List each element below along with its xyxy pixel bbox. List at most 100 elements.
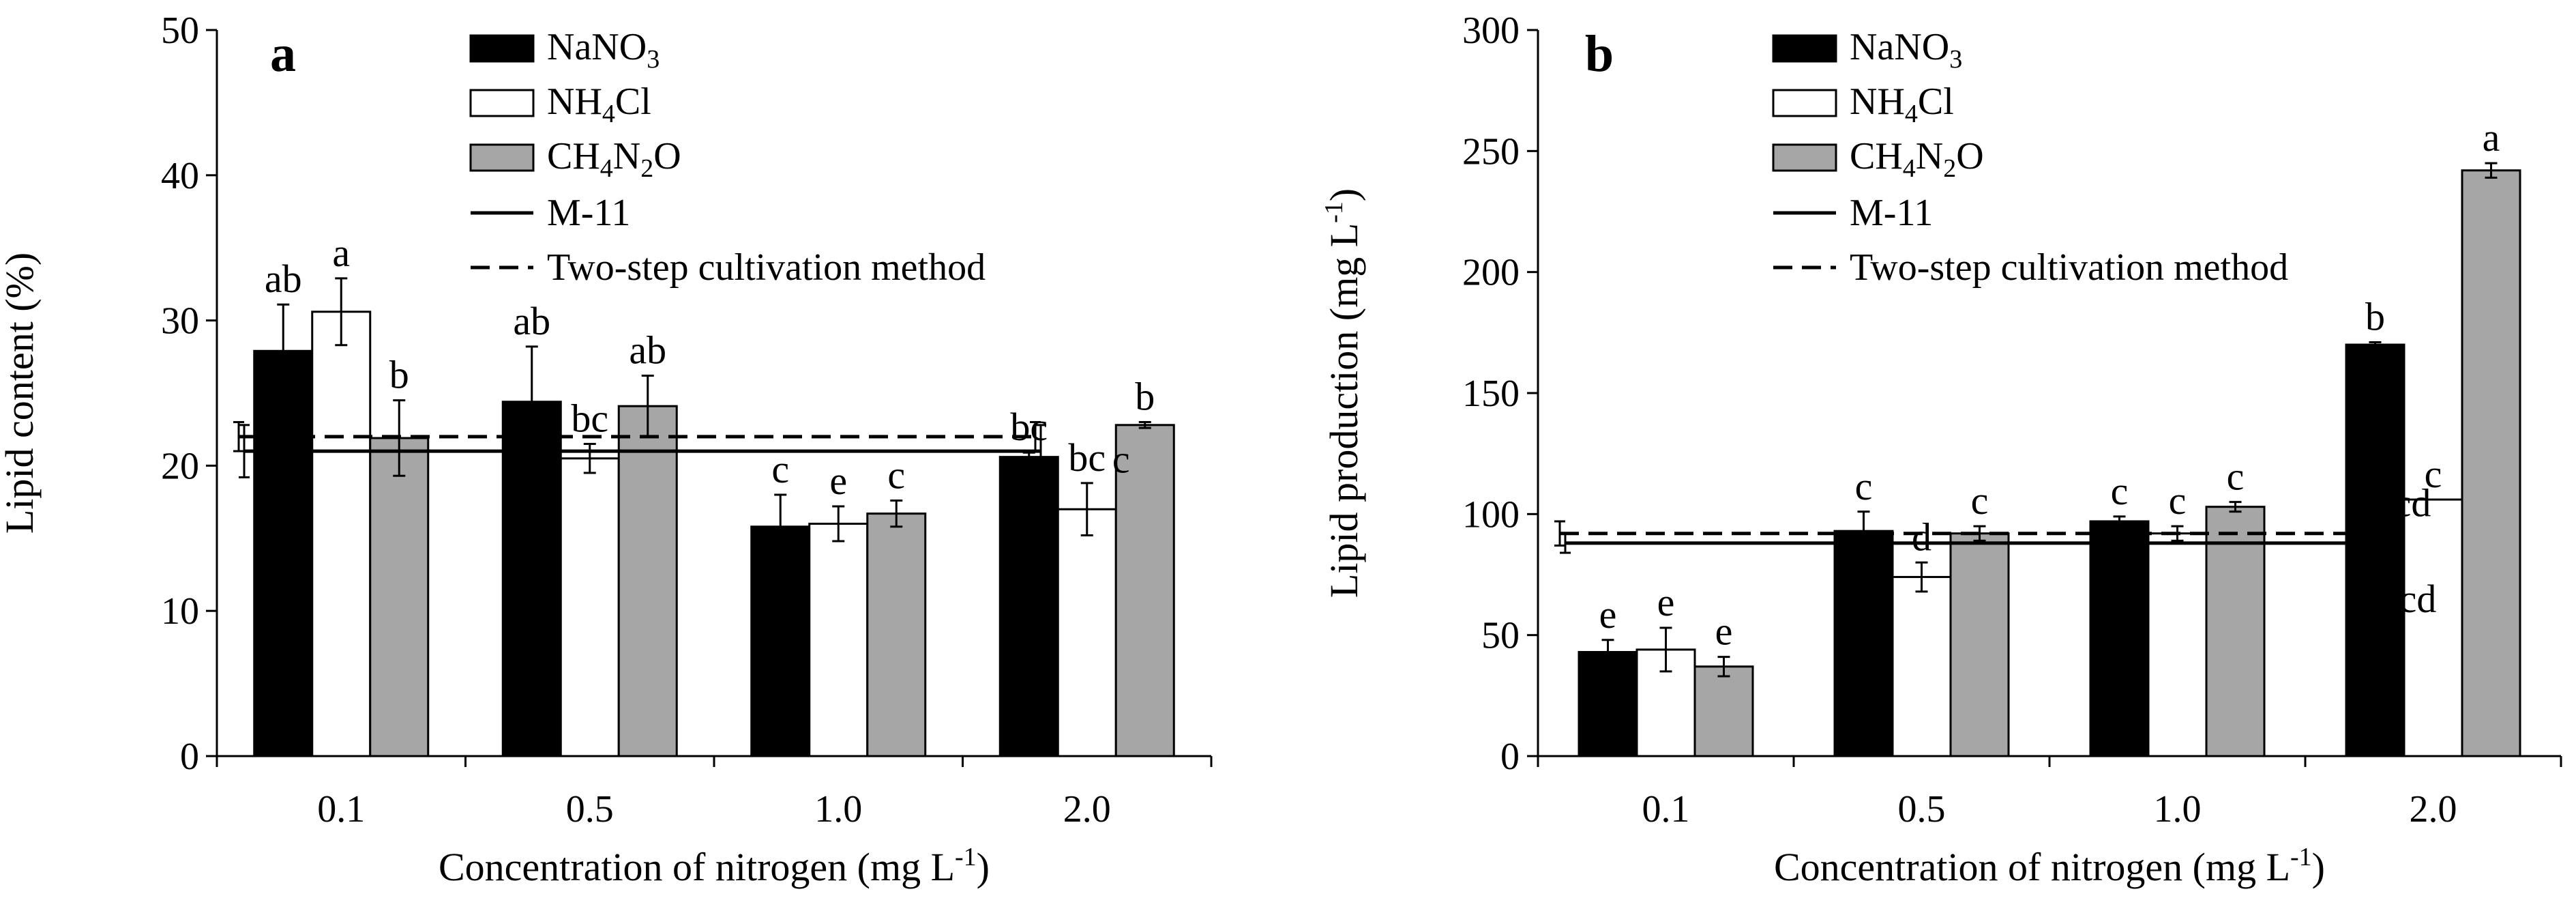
legend-swatch	[469, 34, 535, 63]
data-label: b	[1135, 375, 1155, 419]
bar	[1056, 508, 1117, 757]
panel-label: b	[1585, 25, 1614, 83]
data-label: c	[771, 447, 789, 491]
legend-label-sub: 2	[1943, 154, 1956, 183]
data-label: c	[887, 452, 905, 497]
y-axis-label-end: )	[1322, 188, 1366, 201]
legend-label-main: NaNO	[547, 26, 647, 68]
y-tick-label: 50	[1481, 615, 1520, 657]
data-label: c	[1855, 464, 1873, 508]
bar	[1891, 576, 1952, 757]
x-axis-label-end: )	[2312, 845, 2325, 889]
legend-label-sub: 3	[647, 45, 660, 74]
legend-label: CH4N2O	[547, 135, 681, 183]
y-tick-label: 0	[180, 736, 199, 778]
x-axis-label-end: )	[977, 845, 990, 889]
legend-label-rest: N	[613, 135, 640, 177]
bar	[1578, 650, 1638, 757]
legend-swatch	[1772, 143, 1837, 172]
y-tick-label: 40	[161, 155, 199, 197]
y-tick-label: 200	[1462, 252, 1520, 294]
legend-label: Two-step cultivation method	[1850, 246, 2288, 289]
y-tick-label: 100	[1462, 493, 1520, 536]
y-tick-label: 50	[161, 10, 199, 52]
legend-label-sub: 3	[1949, 45, 1962, 74]
data-label: c	[2425, 452, 2442, 496]
reference-letter: cd	[2399, 577, 2437, 621]
legend-label-main: CH	[1850, 135, 1903, 177]
legend-label: CH4N2O	[1850, 135, 1984, 183]
x-tick-label: 2.0	[1063, 788, 1111, 830]
data-label: c	[1112, 437, 1130, 481]
bar	[2345, 343, 2405, 757]
legend-label: NH4Cl	[1850, 81, 1954, 128]
bar	[617, 405, 678, 757]
legend-label-main: CH	[547, 135, 600, 177]
bar	[1693, 665, 1754, 757]
data-label: e	[1715, 609, 1733, 654]
data-label: e	[1657, 580, 1675, 624]
y-axis-label: Lipid content (%)	[0, 252, 42, 534]
data-label: ab	[513, 299, 550, 343]
legend-label-sub: 4	[1905, 100, 1918, 128]
legend-label-rest: O	[1956, 135, 1983, 177]
legend-label-sub: 4	[1903, 154, 1916, 183]
bar	[2147, 532, 2208, 757]
bar	[253, 349, 314, 757]
legend-label: M-11	[547, 192, 630, 234]
reference-letter: cd	[2394, 480, 2431, 525]
data-label: e	[1599, 592, 1617, 637]
data-label: c	[2111, 469, 2129, 513]
legend-swatch	[469, 143, 535, 172]
bar	[1114, 424, 1175, 757]
data-label: d	[1912, 515, 1931, 559]
panel-label: a	[270, 25, 296, 83]
y-tick-label: 20	[161, 445, 199, 487]
x-axis-label-sup: -1	[2290, 843, 2312, 871]
x-tick-label: 0.5	[566, 788, 614, 830]
bar	[311, 310, 372, 757]
data-label: bc	[571, 396, 608, 440]
y-tick-label: 10	[161, 590, 199, 633]
x-axis-label-sup: -1	[955, 843, 977, 871]
data-label: a	[332, 231, 350, 275]
bar	[369, 437, 430, 757]
x-tick-label: 1.0	[2154, 788, 2202, 830]
y-axis-label-main: Lipid content (%)	[0, 252, 42, 534]
data-label: ab	[629, 328, 666, 372]
x-axis-label: Concentration of nitrogen (mg L-1)	[1774, 843, 2325, 889]
y-tick-label: 250	[1462, 130, 1520, 173]
bar	[808, 523, 869, 757]
bar	[2089, 520, 2150, 757]
legend-label: Two-step cultivation method	[547, 246, 986, 289]
bar	[998, 456, 1059, 757]
legend-label-sub: 4	[600, 154, 613, 183]
legend-swatch	[1772, 89, 1837, 117]
data-label: bc	[1068, 435, 1106, 480]
y-axis-label-main: Lipid production (mg L	[1322, 223, 1366, 598]
bar	[2403, 498, 2463, 757]
legend-label: NaNO3	[547, 26, 660, 74]
y-tick-label: 300	[1462, 10, 1520, 52]
legend-label: NH4Cl	[547, 81, 651, 128]
data-label: bc	[1010, 405, 1048, 449]
bar	[866, 512, 927, 757]
legend-label: M-11	[1850, 192, 1933, 234]
legend-label-main: NH	[1850, 81, 1905, 123]
x-axis-label: Concentration of nitrogen (mg L-1)	[439, 843, 990, 889]
bar	[1833, 530, 1894, 757]
legend-label-rest: Cl	[1918, 81, 1954, 123]
bar	[750, 525, 811, 757]
y-tick-label: 30	[161, 300, 199, 343]
data-label: c	[1971, 478, 1989, 523]
y-tick-label: 0	[1500, 736, 1520, 778]
legend-label: NaNO3	[1850, 26, 1962, 74]
y-axis-label: Lipid production (mg L-1)	[1320, 188, 1366, 598]
y-axis-label-sup: -1	[1320, 201, 1348, 223]
bar	[559, 457, 620, 757]
legend-label-sub: 4	[602, 100, 615, 128]
legend-swatch	[469, 89, 535, 117]
bar	[1949, 532, 2010, 757]
